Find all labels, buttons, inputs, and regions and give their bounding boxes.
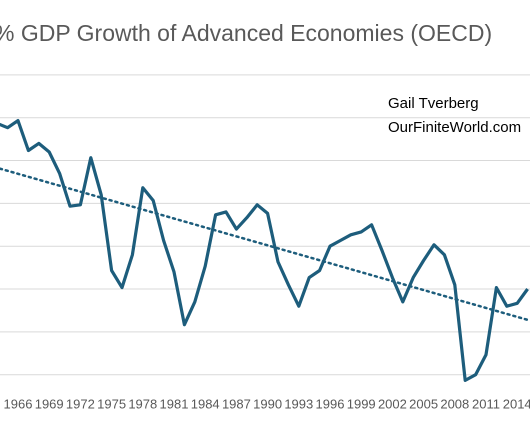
chart-title: % GDP Growth of Advanced Economies (OECD… xyxy=(0,20,492,46)
annotation: OurFiniteWorld.com xyxy=(388,119,521,136)
x-tick-label: 1984 xyxy=(191,396,220,411)
x-tick-label: 1972 xyxy=(66,396,95,411)
x-tick-label: 1981 xyxy=(160,396,189,411)
x-tick-label: 2002 xyxy=(378,396,407,411)
x-tick-label: 1969 xyxy=(35,396,64,411)
x-tick-label: 1996 xyxy=(316,396,345,411)
x-tick-label: 1978 xyxy=(128,396,157,411)
x-tick-label: 2014 xyxy=(503,396,530,411)
x-tick-label: 1975 xyxy=(97,396,126,411)
x-tick-label: 2005 xyxy=(409,396,438,411)
x-tick-label: 1966 xyxy=(4,396,33,411)
data-line xyxy=(0,119,529,382)
x-tick-label: 1987 xyxy=(222,396,251,411)
x-tick-label: 2011 xyxy=(472,396,500,411)
x-tick-label: 1993 xyxy=(284,396,313,411)
trendline xyxy=(0,167,530,322)
x-tick-label: 1999 xyxy=(347,396,376,411)
x-tick-label: 2008 xyxy=(440,396,469,411)
annotation: Gail Tverberg xyxy=(388,95,479,112)
x-tick-label: 1990 xyxy=(253,396,282,411)
